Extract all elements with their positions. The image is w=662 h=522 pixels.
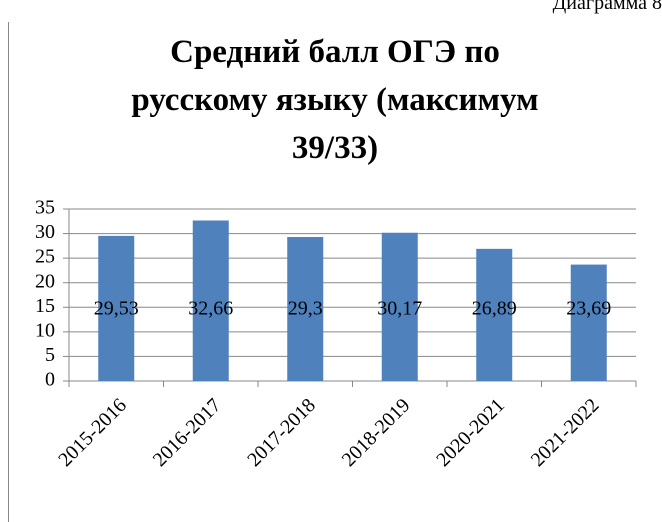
y-tick-label: 20 bbox=[35, 270, 55, 292]
bar bbox=[476, 248, 513, 381]
y-tick-label: 30 bbox=[35, 221, 55, 243]
y-tick-label: 10 bbox=[35, 319, 55, 341]
bar bbox=[381, 232, 418, 381]
data-label: 29,3 bbox=[288, 298, 323, 320]
bar bbox=[192, 220, 229, 381]
chart-frame bbox=[8, 22, 662, 522]
y-tick-label: 25 bbox=[35, 246, 55, 268]
x-tick-label: 2021-2022 bbox=[527, 394, 604, 471]
bar bbox=[98, 235, 135, 381]
y-tick-label: 5 bbox=[45, 344, 55, 366]
x-tick-label: 2017-2018 bbox=[243, 394, 320, 471]
x-tick-label: 2018-2019 bbox=[338, 394, 415, 471]
data-label: 32,66 bbox=[188, 298, 233, 320]
data-label: 29,53 bbox=[94, 298, 139, 320]
bar bbox=[287, 237, 324, 381]
x-tick-label: 2015-2016 bbox=[54, 394, 131, 471]
page: Диаграмма 8 Средний балл ОГЭ по русскому… bbox=[8, 0, 662, 522]
data-label: 30,17 bbox=[377, 298, 422, 320]
annotation: Диаграмма 8 bbox=[552, 0, 662, 14]
y-tick-label: 35 bbox=[35, 197, 55, 219]
x-tick-label: 2016-2017 bbox=[149, 394, 226, 471]
y-tick-label: 15 bbox=[35, 295, 55, 317]
data-label: 23,69 bbox=[566, 298, 611, 320]
y-tick-label: 0 bbox=[45, 369, 55, 391]
bar bbox=[570, 264, 607, 381]
chart-title: Средний балл ОГЭ по русскому языку (макс… bbox=[131, 34, 539, 166]
x-tick-label: 2020-2021 bbox=[432, 394, 509, 471]
data-label: 26,89 bbox=[472, 298, 517, 320]
